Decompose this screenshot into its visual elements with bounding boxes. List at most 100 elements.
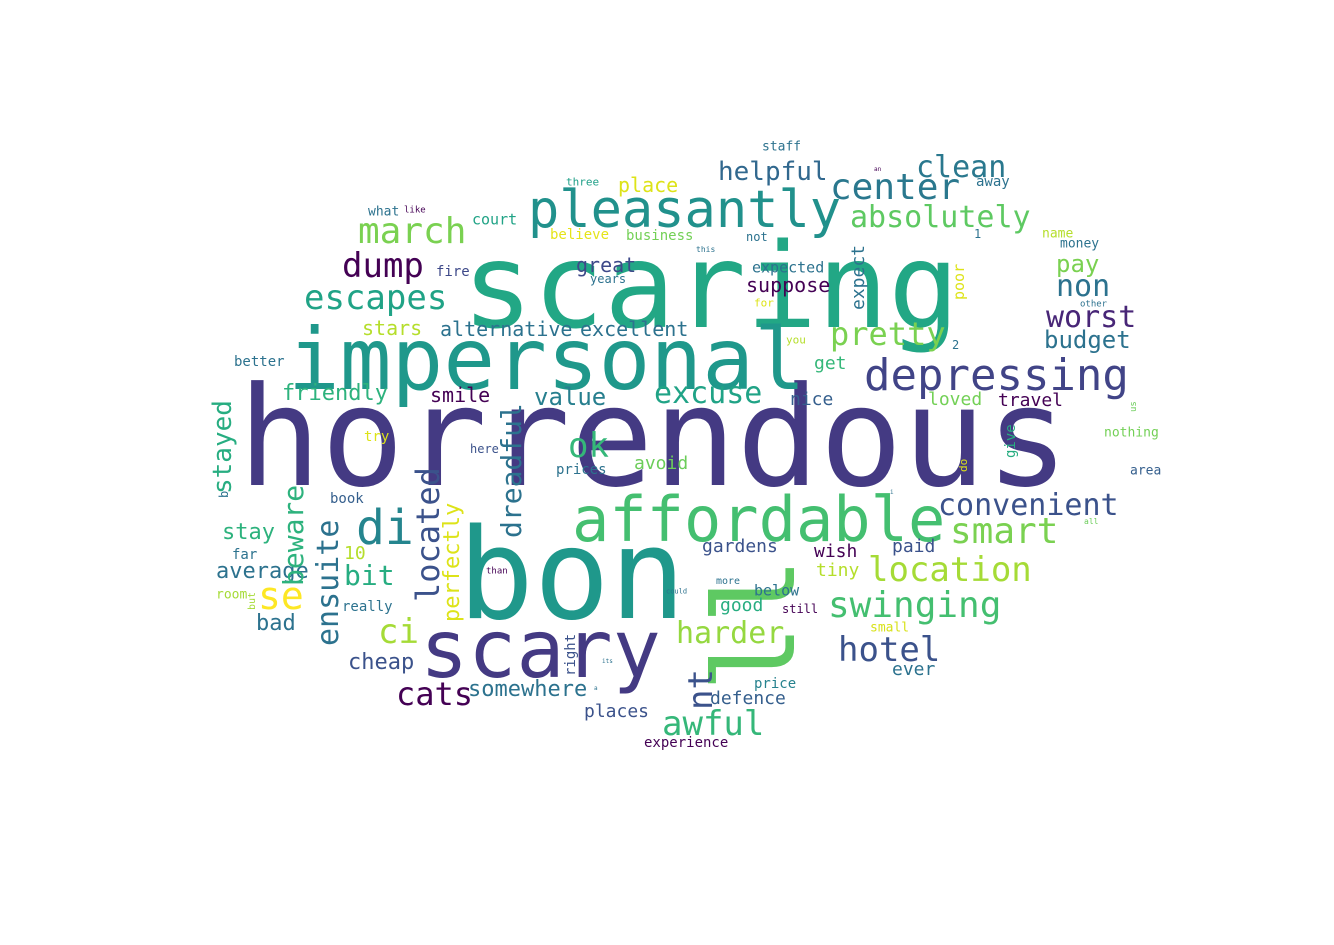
word: place [618, 173, 679, 197]
word: all [1084, 517, 1099, 526]
word: still [782, 602, 819, 616]
word: could [666, 587, 688, 596]
word: money [1060, 236, 1100, 252]
word: pay [1056, 250, 1100, 278]
word: friendly [282, 381, 388, 406]
word: room [216, 587, 248, 603]
word: bad [256, 611, 296, 636]
word: avoid [634, 453, 689, 474]
word: great [576, 253, 637, 277]
word: scary [420, 603, 661, 696]
word: an [874, 166, 882, 173]
word: loved [928, 389, 983, 410]
word: scaring [462, 217, 960, 355]
word: excellent [580, 317, 689, 341]
word: gardens [702, 536, 778, 557]
word: not [746, 230, 768, 244]
word: travel [998, 390, 1064, 411]
word: clean [916, 150, 1007, 185]
word: ok [568, 426, 609, 466]
word: bit [344, 559, 395, 592]
word: court [472, 210, 518, 229]
word: try [364, 429, 390, 445]
word: smart [950, 511, 1059, 552]
word: better [234, 354, 285, 370]
word: wish [814, 541, 858, 562]
word: smile [430, 383, 491, 407]
word: really [342, 599, 393, 615]
word: this [696, 245, 716, 254]
word: excuse [654, 376, 763, 411]
word: experience [644, 735, 729, 751]
word: like [404, 205, 426, 216]
word: march [358, 211, 467, 252]
word: do [957, 458, 970, 472]
word: other [1080, 299, 1108, 310]
word: 10 [344, 543, 366, 564]
word: name [1042, 226, 1074, 242]
word: us [1129, 401, 1139, 412]
word: right [563, 633, 579, 676]
word: pleasantly [528, 180, 842, 240]
word: horrendous [238, 357, 1069, 518]
word: its [602, 658, 613, 665]
word: location [868, 550, 1032, 590]
word: for [754, 296, 774, 310]
word: than [486, 566, 508, 577]
word: impersonal [288, 310, 806, 410]
word: stay [222, 520, 275, 545]
word: i [890, 489, 894, 496]
word: average [216, 559, 309, 584]
word: staff [762, 139, 802, 155]
word: defence [710, 688, 786, 709]
word: book [330, 491, 364, 507]
word: good [720, 595, 764, 616]
word: expected [752, 258, 825, 277]
word: depressing [864, 350, 1129, 401]
word: a [594, 685, 598, 692]
word: budget [1044, 326, 1131, 354]
word: convenient [938, 488, 1119, 523]
word: prices [556, 462, 607, 478]
word: three [566, 175, 600, 189]
word: 2 [952, 338, 960, 352]
word: price [754, 676, 797, 692]
word: b [217, 490, 231, 498]
word: swinging [828, 585, 1002, 626]
word: dreadful [495, 403, 528, 538]
word: affordable [572, 483, 946, 556]
word: but [247, 591, 258, 610]
word: give [1003, 424, 1019, 458]
word: bon [458, 501, 686, 648]
word: 1 [974, 227, 982, 241]
word: get [814, 353, 847, 374]
word: non [1056, 269, 1111, 304]
word: here [470, 442, 499, 456]
word: harder [676, 616, 785, 651]
word: pretty [830, 315, 946, 353]
word: small [870, 620, 910, 636]
word: expect [848, 244, 869, 310]
word: somewhere [468, 677, 588, 702]
word: places [584, 701, 650, 722]
word: believe [550, 227, 610, 243]
word: what [368, 204, 400, 220]
word: escapes [304, 278, 448, 318]
word: nt [681, 669, 721, 710]
word: value [534, 383, 607, 411]
word: area [1130, 463, 1162, 479]
word: beware [277, 484, 310, 586]
word: dump [342, 246, 424, 286]
word: hotel [838, 630, 941, 670]
word: perfectly [440, 502, 465, 622]
word: ever [892, 659, 936, 680]
word: tiny [816, 560, 860, 581]
word: stars [362, 316, 423, 340]
word: helpful [718, 157, 828, 187]
word: center [830, 167, 961, 208]
word: awful [662, 704, 765, 744]
word: ci [378, 612, 419, 652]
word: se [258, 574, 304, 618]
word: nice [790, 389, 834, 410]
